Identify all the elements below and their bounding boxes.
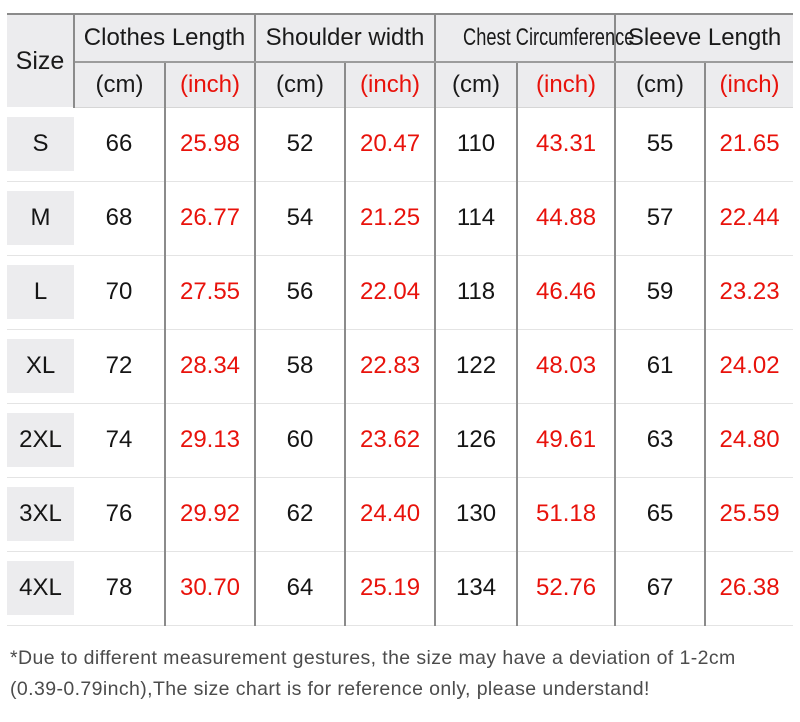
- unit-inch-header: (inch): [516, 62, 616, 108]
- cell-clothes-cm: 76: [74, 477, 165, 552]
- table-row: M 68 26.77 54 21.25 114 44.88 57 22.44: [7, 181, 794, 256]
- cell-sleeve-cm: 67: [614, 551, 706, 626]
- cell-shoulder-inch: 23.62: [344, 403, 436, 478]
- cell-shoulder-cm: 60: [254, 403, 346, 478]
- cell-sleeve-inch: 22.44: [704, 181, 794, 256]
- group-header-chest-circumference-label: Chest Circumference: [463, 24, 635, 51]
- cell-chest-inch: 46.46: [516, 255, 616, 330]
- cell-shoulder-cm: 64: [254, 551, 346, 626]
- unit-cm-header: (cm): [614, 62, 706, 108]
- group-header-chest-circumference: Chest Circumference: [434, 14, 634, 63]
- cell-clothes-inch: 25.98: [163, 107, 256, 182]
- table-row: 2XL 74 29.13 60 23.62 126 49.61 63 24.80: [7, 403, 794, 478]
- size-label: M: [7, 191, 74, 245]
- table-row: L 70 27.55 56 22.04 118 46.46 59 23.23: [7, 255, 794, 330]
- cell-sleeve-cm: 61: [614, 329, 706, 404]
- cell-chest-cm: 134: [434, 551, 518, 626]
- cell-chest-inch: 52.76: [516, 551, 616, 626]
- unit-inch-header: (inch): [704, 62, 794, 108]
- cell-chest-inch: 51.18: [516, 477, 616, 552]
- table-row: 3XL 76 29.92 62 24.40 130 51.18 65 25.59: [7, 477, 794, 552]
- table-row: XL 72 28.34 58 22.83 122 48.03 61 24.02: [7, 329, 794, 404]
- cell-clothes-cm: 66: [74, 107, 165, 182]
- cell-chest-cm: 118: [434, 255, 518, 330]
- unit-inch-header: (inch): [344, 62, 436, 108]
- group-header-sleeve-length: Sleeve Length: [614, 14, 794, 63]
- cell-sleeve-cm: 59: [614, 255, 706, 330]
- cell-shoulder-cm: 58: [254, 329, 346, 404]
- size-cell: XL: [7, 329, 74, 404]
- cell-clothes-inch: 30.70: [163, 551, 256, 626]
- cell-chest-cm: 122: [434, 329, 518, 404]
- cell-shoulder-inch: 21.25: [344, 181, 436, 256]
- cell-shoulder-cm: 52: [254, 107, 346, 182]
- cell-sleeve-inch: 24.02: [704, 329, 794, 404]
- size-label: 2XL: [7, 413, 74, 467]
- size-cell: 2XL: [7, 403, 74, 478]
- cell-shoulder-inch: 22.04: [344, 255, 436, 330]
- footnote: *Due to different measurement gestures, …: [10, 643, 792, 705]
- size-cell: S: [7, 107, 74, 182]
- cell-shoulder-cm: 54: [254, 181, 346, 256]
- footnote-line-1: *Due to different measurement gestures, …: [10, 646, 736, 669]
- cell-clothes-inch: 26.77: [163, 181, 256, 256]
- cell-shoulder-inch: 24.40: [344, 477, 436, 552]
- cell-chest-inch: 44.88: [516, 181, 616, 256]
- cell-clothes-inch: 27.55: [163, 255, 256, 330]
- cell-sleeve-cm: 55: [614, 107, 706, 182]
- cell-shoulder-inch: 25.19: [344, 551, 436, 626]
- size-label: L: [7, 265, 74, 319]
- cell-sleeve-inch: 23.23: [704, 255, 794, 330]
- cell-sleeve-inch: 26.38: [704, 551, 794, 626]
- cell-sleeve-cm: 65: [614, 477, 706, 552]
- cell-clothes-inch: 29.92: [163, 477, 256, 552]
- cell-clothes-inch: 29.13: [163, 403, 256, 478]
- cell-clothes-inch: 28.34: [163, 329, 256, 404]
- cell-chest-cm: 126: [434, 403, 518, 478]
- unit-inch-header: (inch): [163, 62, 256, 108]
- size-cell: 3XL: [7, 477, 74, 552]
- cell-clothes-cm: 72: [74, 329, 165, 404]
- cell-shoulder-cm: 56: [254, 255, 346, 330]
- cell-clothes-cm: 78: [74, 551, 165, 626]
- footnote-line-2: (0.39-0.79inch),The size chart is for re…: [10, 677, 650, 700]
- cell-chest-cm: 114: [434, 181, 518, 256]
- cell-chest-inch: 43.31: [516, 107, 616, 182]
- size-label: 3XL: [7, 487, 74, 541]
- cell-sleeve-inch: 24.80: [704, 403, 794, 478]
- cell-shoulder-inch: 20.47: [344, 107, 436, 182]
- size-label: S: [7, 116, 74, 171]
- unit-cm-header: (cm): [434, 62, 518, 108]
- group-header-shoulder-width: Shoulder width: [254, 14, 436, 63]
- cell-shoulder-inch: 22.83: [344, 329, 436, 404]
- cell-clothes-cm: 70: [74, 255, 165, 330]
- header-group-row: Size Clothes Length Shoulder width Chest…: [7, 14, 794, 107]
- cell-chest-inch: 48.03: [516, 329, 616, 404]
- cell-clothes-cm: 68: [74, 181, 165, 256]
- table-row: S 66 25.98 52 20.47 110 43.31 55 21.65: [7, 107, 794, 182]
- size-cell: L: [7, 255, 74, 330]
- cell-sleeve-cm: 57: [614, 181, 706, 256]
- group-header-clothes-length: Clothes Length: [74, 14, 256, 63]
- cell-clothes-cm: 74: [74, 403, 165, 478]
- size-chart-table: Size Clothes Length Shoulder width Chest…: [7, 13, 794, 626]
- cell-shoulder-cm: 62: [254, 477, 346, 552]
- cell-chest-cm: 130: [434, 477, 518, 552]
- cell-sleeve-inch: 25.59: [704, 477, 794, 552]
- size-label: 4XL: [7, 561, 74, 615]
- cell-chest-cm: 110: [434, 107, 518, 182]
- cell-sleeve-cm: 63: [614, 403, 706, 478]
- size-cell: 4XL: [7, 551, 74, 626]
- cell-sleeve-inch: 21.65: [704, 107, 794, 182]
- table-row: 4XL 78 30.70 64 25.19 134 52.76 67 26.38: [7, 551, 794, 626]
- unit-cm-header: (cm): [254, 62, 346, 108]
- unit-cm-header: (cm): [74, 62, 165, 108]
- cell-chest-inch: 49.61: [516, 403, 616, 478]
- size-cell: M: [7, 181, 74, 256]
- size-column-header: Size: [7, 14, 75, 107]
- header-unit-row: (cm) (inch) (cm) (inch) (cm) (inch) (cm)…: [7, 62, 794, 108]
- size-label: XL: [7, 339, 74, 393]
